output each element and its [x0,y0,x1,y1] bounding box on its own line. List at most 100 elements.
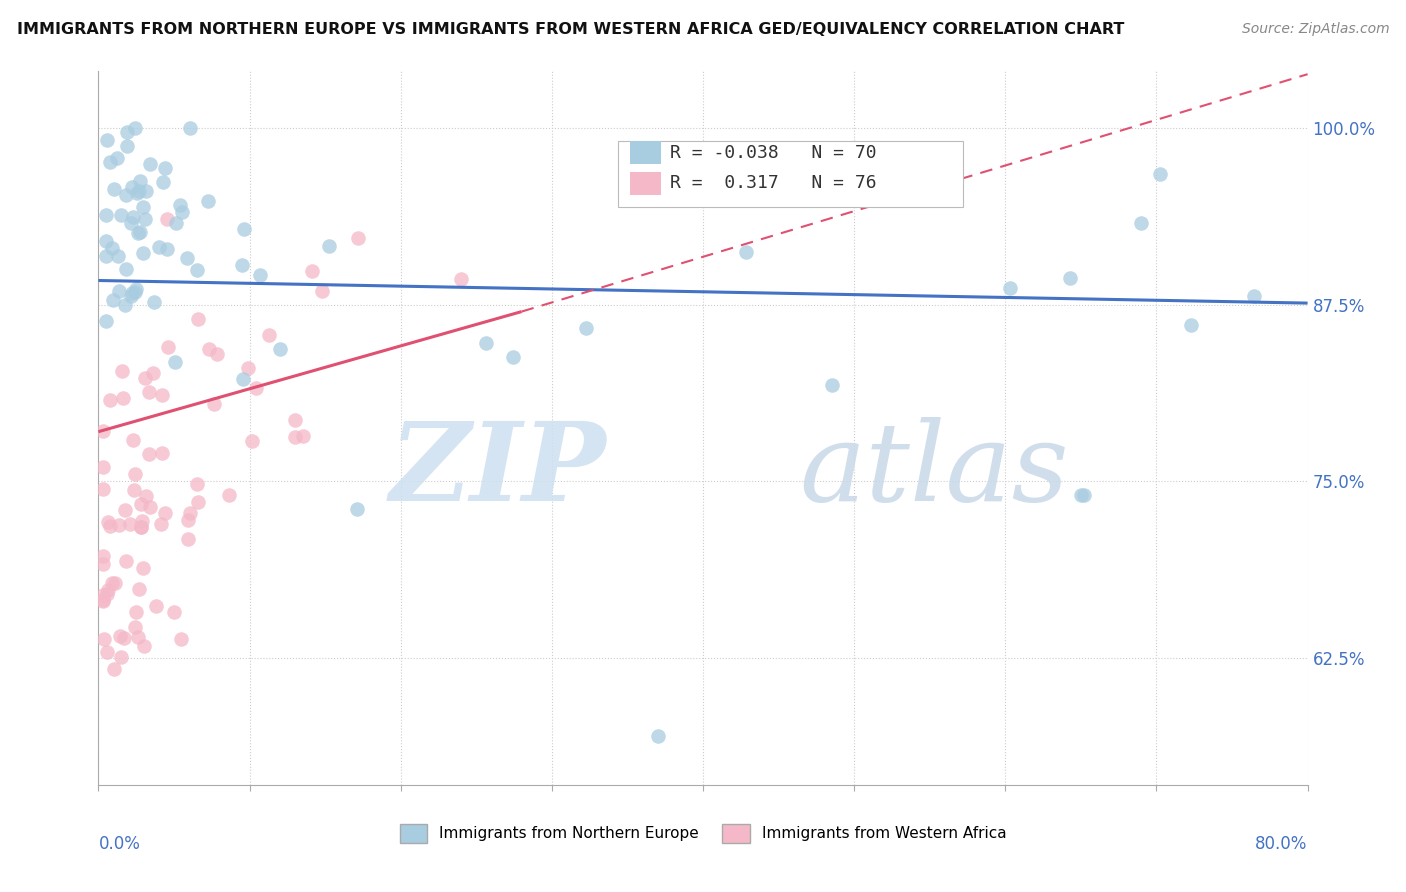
Point [647,729,669,743]
Point [98,519,121,533]
Point [134,211,156,226]
Point [148,239,170,253]
Point [124,120,146,135]
Point [170,632,193,647]
Point [110,649,132,664]
Point [153,506,176,520]
Point [127,227,149,241]
Point [93,632,115,646]
Point [1070,488,1092,502]
Point [108,284,131,298]
Point [301,264,323,278]
Text: atlas: atlas [800,417,1070,524]
Text: R = -0.038   N = 70: R = -0.038 N = 70 [671,144,877,161]
Point [108,517,131,532]
Point [186,476,208,491]
Point [134,370,156,384]
Point [156,211,179,226]
Point [132,246,155,260]
Point [111,391,134,405]
Point [101,241,124,255]
Point [114,503,136,517]
Point [1243,289,1265,303]
Point [163,606,186,620]
Point [112,631,135,645]
Point [120,216,142,230]
Point [96,133,118,147]
Point [129,497,152,511]
Point [245,380,267,394]
Point [117,125,139,139]
Point [131,515,153,529]
Point [1073,488,1095,502]
Point [169,198,191,212]
Point [734,245,756,260]
Point [110,629,132,643]
Point [129,520,152,534]
Point [91,594,114,608]
Point [240,434,263,449]
Point [157,340,180,354]
Point [94,314,117,328]
Point [150,388,173,402]
Point [115,187,138,202]
FancyBboxPatch shape [619,141,963,207]
Point [575,320,598,334]
Point [129,174,152,188]
Point [124,620,146,634]
Point [150,446,173,460]
Text: ZIP: ZIP [389,417,606,524]
Point [94,208,117,222]
Point [176,251,198,265]
Point [1059,271,1081,285]
Point [218,488,240,502]
Point [115,261,138,276]
Point [125,186,148,200]
Point [94,249,117,263]
Point [124,285,146,299]
Text: IMMIGRANTS FROM NORTHERN EUROPE VS IMMIGRANTS FROM WESTERN AFRICA GED/EQUIVALENC: IMMIGRANTS FROM NORTHERN EUROPE VS IMMIG… [17,22,1125,37]
Point [114,298,136,312]
Point [346,502,368,516]
Point [129,226,152,240]
Point [150,517,173,532]
FancyBboxPatch shape [630,141,661,164]
Point [122,483,145,497]
Point [231,258,253,272]
Point [205,347,228,361]
Point [110,208,132,222]
Point [101,293,124,307]
Point [91,459,114,474]
Point [98,392,121,407]
Point [91,424,114,438]
Point [1130,216,1153,230]
Point [121,180,143,194]
Point [94,234,117,248]
Point [91,557,114,571]
Point [132,639,155,653]
Point [124,467,146,481]
Point [318,239,340,253]
Point [1180,318,1202,332]
Point [145,599,167,613]
Point [165,355,187,369]
Point [236,361,259,376]
Point [475,336,498,351]
Point [172,205,194,219]
Point [232,222,254,236]
Point [202,397,225,411]
Point [103,181,125,195]
Point [165,216,187,230]
Point [122,211,145,225]
Point [152,175,174,189]
Point [347,231,370,245]
Point [311,285,333,299]
Point [187,311,209,326]
Point [115,138,138,153]
Point [91,483,114,497]
Point [107,248,129,262]
Point [502,350,524,364]
Point [96,587,118,601]
Text: 80.0%: 80.0% [1256,835,1308,853]
Point [821,377,844,392]
